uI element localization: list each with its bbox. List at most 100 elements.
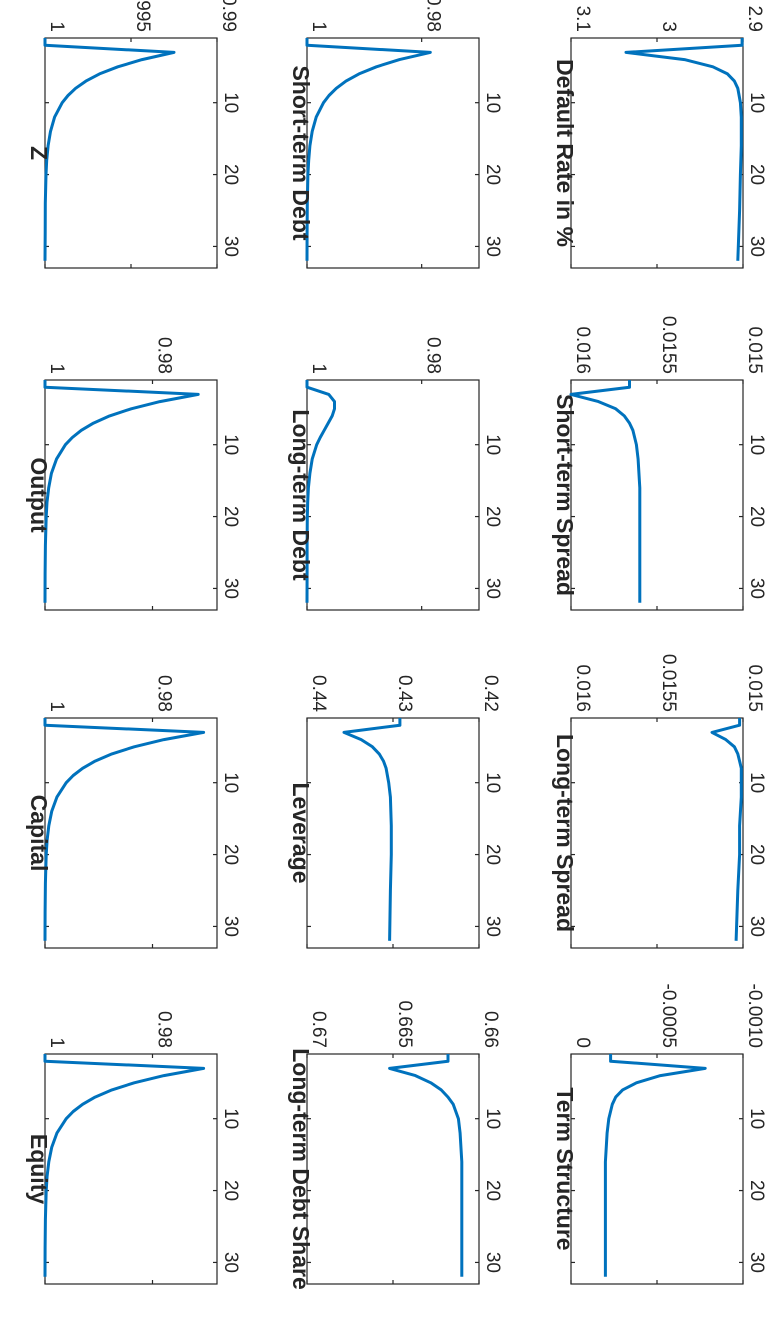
x-tick-label: 30	[220, 916, 241, 937]
x-tick-label: 30	[220, 236, 241, 257]
x-tick-label: 20	[746, 844, 767, 865]
y-tick-label: 1	[46, 363, 67, 374]
y-tick-label: 2.9	[744, 6, 765, 32]
y-tick-label: 0.98	[154, 337, 175, 374]
y-tick-label: 3	[658, 21, 679, 32]
x-tick-label: 20	[220, 844, 241, 865]
x-tick-label: 10	[482, 772, 503, 793]
panel-6: 0.44 0.43 0.42 10 20 30 Leverage	[288, 675, 503, 949]
panel-1: 1 0.98 10 20 30 Output	[26, 337, 241, 611]
panel-5: 1 0.98 10 20 30 Long-term Debt	[288, 337, 503, 611]
y-tick-label: -0.0005	[658, 984, 679, 1048]
panel-title: Short-term Spread	[552, 394, 578, 596]
panel-title: Term Structure	[552, 1087, 578, 1250]
series-line	[43, 38, 176, 261]
panel-8: 3.1 3 2.9 10 20 30 Default Rate in %	[552, 6, 767, 269]
y-tick-label: 0.99	[218, 0, 239, 32]
plot-frame	[44, 717, 218, 949]
panel-9: 0.016 0.0155 0.015 10 20 30 Short-term Spread	[552, 316, 767, 611]
y-tick-label: 0.98	[423, 0, 444, 32]
x-tick-label: 20	[746, 1180, 767, 1201]
y-tick-label: 0.67	[308, 1011, 329, 1048]
panel-title: Long-term Spread	[552, 734, 578, 932]
plot-frame	[570, 37, 744, 269]
y-tick-label: 0.0155	[658, 654, 679, 712]
panel-7: 0.67 0.665 0.66 10 20 30 Long-term Debt Share	[288, 1000, 503, 1289]
y-tick-label: 1	[308, 21, 329, 32]
y-tick-label: 0.665	[394, 1000, 415, 1048]
x-tick-label: 10	[220, 92, 241, 113]
y-tick-label: 0	[572, 1037, 593, 1048]
plot-frame	[44, 1053, 218, 1285]
panel-title: Long-term Debt Share	[288, 1048, 314, 1290]
panel-title: Capital	[26, 795, 52, 872]
y-tick-label: 0.016	[572, 326, 593, 374]
series-line	[43, 380, 200, 603]
series-line	[388, 1054, 464, 1277]
panel-title: Z	[26, 146, 52, 160]
x-tick-label: 30	[746, 916, 767, 937]
y-tick-label: 0.98	[154, 675, 175, 712]
series-line	[305, 38, 432, 261]
y-tick-label: 0.42	[480, 675, 501, 712]
x-tick-label: 10	[746, 92, 767, 113]
x-tick-label: 10	[746, 772, 767, 793]
y-tick-label: 1	[308, 363, 329, 374]
y-tick-label: 1	[46, 701, 67, 712]
x-tick-label: 20	[482, 164, 503, 185]
x-tick-label: 10	[482, 1108, 503, 1129]
panel-title: Equity	[26, 1134, 52, 1204]
x-tick-label: 20	[220, 506, 241, 527]
panel-title: Output	[26, 457, 52, 533]
plot-frame	[306, 37, 480, 269]
y-tick-label: 3.1	[572, 6, 593, 32]
x-tick-label: 20	[220, 1180, 241, 1201]
x-tick-label: 30	[482, 578, 503, 599]
series-line	[43, 718, 206, 941]
plot-frame	[570, 717, 744, 949]
x-tick-label: 30	[220, 578, 241, 599]
series-line	[603, 1054, 707, 1277]
x-tick-label: 10	[220, 772, 241, 793]
x-tick-label: 10	[746, 434, 767, 455]
y-tick-label: 0.66	[480, 1011, 501, 1048]
plot-frame	[44, 379, 218, 611]
y-tick-label: 0.43	[394, 675, 415, 712]
x-tick-label: 20	[482, 844, 503, 865]
series-line	[569, 380, 642, 603]
y-tick-label: 0.98	[423, 337, 444, 374]
x-tick-label: 30	[482, 916, 503, 937]
x-tick-label: 10	[220, 434, 241, 455]
y-tick-label: 0.995	[132, 0, 153, 32]
x-tick-label: 10	[482, 92, 503, 113]
panel-10: 0.016 0.0155 0.015 10 20 30 Long-term Spread	[552, 654, 767, 949]
panel-3: 1 0.98 10 20 30 Equity	[26, 1011, 241, 1285]
x-tick-label: 20	[482, 1180, 503, 1201]
y-tick-label: 0.44	[308, 675, 329, 712]
panel-title: Short-term Debt	[288, 65, 314, 240]
series-line	[710, 718, 743, 941]
x-tick-label: 30	[220, 1252, 241, 1273]
panel-title: Leverage	[288, 782, 314, 883]
x-tick-label: 10	[482, 434, 503, 455]
plot-frame	[306, 1053, 480, 1285]
x-tick-label: 20	[746, 164, 767, 185]
panel-title: Default Rate in %	[552, 59, 578, 247]
plot-frame	[570, 379, 744, 611]
y-tick-label: -0.0010	[744, 984, 765, 1048]
series-line	[305, 380, 336, 603]
plot-frame	[306, 717, 480, 949]
y-tick-label: 0.98	[154, 1011, 175, 1048]
x-tick-label: 20	[746, 506, 767, 527]
y-tick-label: 1	[46, 1037, 67, 1048]
panel-0: 1 0.995 0.99 10 20 30 Z	[26, 0, 241, 269]
plot-frame	[570, 1053, 744, 1285]
plot-frame	[44, 37, 218, 269]
series-line	[342, 718, 402, 941]
panel-2: 1 0.98 10 20 30 Capital	[26, 675, 241, 949]
series-line	[43, 1054, 206, 1277]
x-tick-label: 30	[746, 578, 767, 599]
y-tick-label: 1	[46, 21, 67, 32]
panel-11: 0 -0.0005 -0.0010 10 20 30 Term Structure	[552, 984, 767, 1285]
